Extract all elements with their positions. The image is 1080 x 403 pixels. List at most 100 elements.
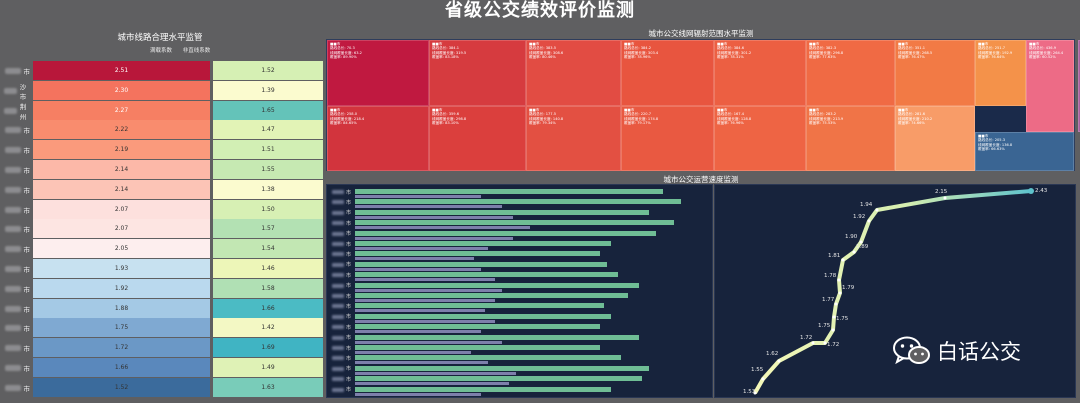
speed-bar-secondary[interactable] <box>355 330 481 334</box>
speed-bar-secondary[interactable] <box>355 267 481 271</box>
speed-bar-primary[interactable] <box>355 209 649 215</box>
load-factor-cell[interactable]: 1.93 <box>33 259 210 278</box>
speed-bar-secondary[interactable] <box>355 215 513 219</box>
load-factor-cell[interactable]: 1.66 <box>33 358 210 377</box>
nonlinear-factor-cell[interactable]: 1.69 <box>213 338 323 358</box>
speed-bar-secondary[interactable] <box>355 226 530 230</box>
load-factor-cell[interactable]: 2.07 <box>33 219 210 239</box>
treemap-cell[interactable]: ■■市 路线总长: 384.2 线网覆盖长度: 303.4 覆盖率: 78.96% <box>621 40 714 106</box>
treemap-cell[interactable]: ■■市 路线总长: 383.5 线网覆盖长度: 308.6 覆盖率: 80.46% <box>526 40 621 106</box>
speed-line-point[interactable] <box>837 278 841 282</box>
speed-bar-primary[interactable] <box>355 251 600 257</box>
load-factor-cell[interactable]: 2.30 <box>33 80 210 100</box>
load-factor-cell[interactable]: 2.14 <box>33 160 210 179</box>
treemap-cell[interactable]: ■■市 路线总长: 384.1 线网覆盖长度: 319.5 覆盖率: 83.18% <box>429 40 526 106</box>
treemap-cell[interactable]: ■■市 路线总长: 384.6 线网覆盖长度: 301.2 覆盖率: 78.31% <box>714 40 806 106</box>
speed-bar-primary[interactable] <box>355 230 656 236</box>
speed-bar-primary[interactable] <box>355 293 628 298</box>
load-factor-cell[interactable]: 1.52 <box>33 377 210 397</box>
speed-line-point[interactable] <box>875 208 879 212</box>
treemap-cell[interactable]: ■■市 路线总长: 351.1 线网覆盖长度: 268.5 覆盖率: 76.47% <box>895 40 975 106</box>
speed-bar-primary[interactable] <box>355 220 674 226</box>
speed-line-point[interactable] <box>823 341 827 345</box>
speed-line-point[interactable] <box>859 240 863 244</box>
nonlinear-factor-cell[interactable]: 1.54 <box>213 239 323 259</box>
treemap-cell[interactable]: ■■市 路线总长: 436.9 线网覆盖长度: 264.4 覆盖率: 60.52% <box>1026 40 1074 132</box>
speed-bar-primary[interactable] <box>355 355 621 361</box>
speed-bar-primary[interactable] <box>355 345 600 350</box>
load-factor-cell[interactable]: 2.19 <box>33 140 210 160</box>
speed-bar-primary[interactable] <box>355 282 639 288</box>
nonlinear-factor-cell[interactable]: 1.39 <box>213 80 323 100</box>
treemap-cell[interactable]: ■■市 路线总长: 177.5 线网覆盖长度: 140.8 覆盖率: 79.34% <box>526 106 621 171</box>
speed-bar-secondary[interactable] <box>355 351 471 354</box>
nonlinear-factor-cell[interactable]: 1.65 <box>213 100 323 120</box>
speed-bar-primary[interactable] <box>355 324 600 330</box>
nonlinear-factor-cell[interactable]: 1.42 <box>213 318 323 338</box>
speed-bar-primary[interactable] <box>355 189 663 194</box>
speed-bar-secondary[interactable] <box>355 392 481 396</box>
speed-bar-secondary[interactable] <box>355 361 488 365</box>
nonlinear-factor-cell[interactable]: 1.51 <box>213 140 323 160</box>
load-factor-cell[interactable]: 2.22 <box>33 120 210 140</box>
treemap-cell[interactable]: ■■市 路线总长: 359.6 线网覆盖长度: 298.8 覆盖率: 83.10% <box>429 106 526 171</box>
speed-bar-secondary[interactable] <box>355 371 516 375</box>
speed-bar-primary[interactable] <box>355 365 649 371</box>
speed-bar-secondary[interactable] <box>355 205 502 209</box>
speed-bar-secondary[interactable] <box>355 319 495 323</box>
treemap-cell[interactable]: ■■市 路线总长: 283.2 线网覆盖长度: 213.9 覆盖率: 75.53% <box>806 106 895 171</box>
nonlinear-factor-cell[interactable]: 1.50 <box>213 199 323 219</box>
treemap-cell[interactable]: ■■市 路线总长: 382.3 线网覆盖长度: 296.8 覆盖率: 77.63% <box>806 40 895 106</box>
speed-line-chart[interactable]: 1.53 1.55 1.62 1.72 1.72 1.75 1.75 1.77 1.79 1.78… <box>714 184 1076 398</box>
nonlinear-factor-cell[interactable]: 1.38 <box>213 179 323 199</box>
nonlinear-factor-cell[interactable]: 1.52 <box>213 61 323 80</box>
load-factor-cell[interactable]: 1.72 <box>33 338 210 358</box>
speed-bar-secondary[interactable] <box>355 278 495 282</box>
nonlinear-factor-cell[interactable]: 1.46 <box>213 259 323 278</box>
load-factor-cell[interactable]: 2.51 <box>33 61 210 80</box>
speed-line-point[interactable] <box>777 359 781 363</box>
speed-bar-primary[interactable] <box>355 386 611 392</box>
speed-bar-secondary[interactable] <box>355 382 509 386</box>
load-factor-cell[interactable]: 2.27 <box>33 100 210 120</box>
speed-bar-secondary[interactable] <box>355 288 502 292</box>
load-factor-cell[interactable]: 1.92 <box>33 278 210 298</box>
treemap-cell[interactable]: ■■市 路线总长: 167.4 线网覆盖长度: 128.8 覆盖率: 76.96% <box>714 106 806 171</box>
nonlinear-factor-cell[interactable]: 1.57 <box>213 219 323 239</box>
speed-bar-primary[interactable] <box>355 261 607 267</box>
load-factor-cell[interactable]: 1.88 <box>33 298 210 318</box>
speed-line-point[interactable] <box>1028 188 1034 194</box>
coverage-treemap[interactable]: ■■市 路线总长: 70.3 线网覆盖长度: 63.2 覆盖率: 89.90% ■■市路… <box>326 39 1080 171</box>
speed-line-point[interactable] <box>811 341 815 345</box>
speed-line-point[interactable] <box>832 315 836 319</box>
speed-bar-secondary[interactable] <box>355 340 502 344</box>
load-factor-cell[interactable]: 2.07 <box>33 199 210 219</box>
nonlinear-factor-cell[interactable]: 1.58 <box>213 278 323 298</box>
treemap-cell[interactable]: ■■市 路线总长: 251.7 线网覆盖长度: 192.9 覆盖率: 76.64% <box>975 40 1026 106</box>
speed-line-point[interactable] <box>841 258 845 262</box>
load-factor-cell[interactable]: 2.05 <box>33 239 210 259</box>
speed-bar-secondary[interactable] <box>355 309 485 313</box>
speed-line-point[interactable] <box>761 377 765 381</box>
speed-bar-primary[interactable] <box>355 334 639 340</box>
speed-line-point[interactable] <box>831 328 835 332</box>
speed-line-point[interactable] <box>838 291 842 295</box>
speed-line-point[interactable] <box>867 219 871 223</box>
treemap-cell[interactable]: ■■市 路线总长: 220.7 线网覆盖长度: 174.8 覆盖率: 79.17% <box>621 106 714 171</box>
speed-bar-secondary[interactable] <box>355 299 495 302</box>
speed-bar-secondary[interactable] <box>355 236 513 240</box>
treemap-cell[interactable]: ■■市 路线总长: 205.3 线网覆盖长度: 136.8 覆盖率: 66.63% <box>975 132 1074 171</box>
treemap-cell[interactable]: ■■市 路线总长: 258.0 线网覆盖长度: 218.4 覆盖率: 84.65% <box>327 106 429 171</box>
nonlinear-factor-cell[interactable]: 1.63 <box>213 377 323 397</box>
treemap-cell[interactable]: ■■市 路线总长: 281.6 线网覆盖长度: 210.2 覆盖率: 74.66% <box>895 106 975 171</box>
nonlinear-factor-cell[interactable]: 1.47 <box>213 120 323 140</box>
speed-bar-chart[interactable]: 市市市市市市市市市市市市市市市市市市市市 <box>326 184 713 398</box>
speed-bar-secondary[interactable] <box>355 195 481 198</box>
nonlinear-factor-cell[interactable]: 1.55 <box>213 160 323 179</box>
treemap-cell[interactable]: ■■市 路线总长: 70.3 线网覆盖长度: 63.2 覆盖率: 89.90% <box>327 40 429 106</box>
load-factor-cell[interactable]: 2.14 <box>33 179 210 199</box>
speed-line-point[interactable] <box>753 391 757 395</box>
speed-bar-primary[interactable] <box>355 199 681 205</box>
speed-bar-secondary[interactable] <box>355 247 488 250</box>
